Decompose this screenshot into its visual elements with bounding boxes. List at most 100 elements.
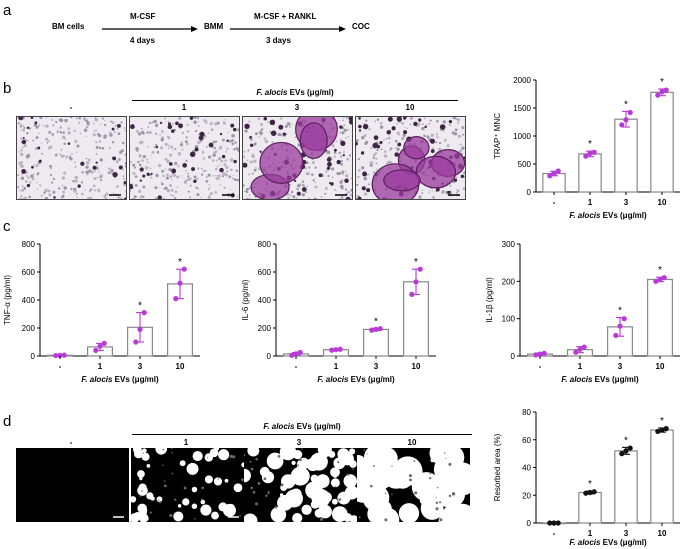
trap-cell [38,159,42,163]
cell-speck [184,140,188,143]
x-axis-label: F. alocis EVs (μg/ml) [561,375,639,384]
trap-cell [397,142,402,147]
cell-speck [461,126,465,129]
cell-speck [96,177,98,179]
cell-speck [311,161,315,165]
data-point [555,168,561,174]
cell-speck [93,177,96,180]
cell-speck [196,193,200,197]
cell-speck [164,117,167,120]
cell-speck [134,175,138,178]
tnf-alpha-chart: 0 200 400 600 800 TNF-α (pg/ml) - 1 * 3 * 10 F. aloc… [3,240,200,384]
cell-speck [75,175,79,179]
cell-speck [356,183,359,187]
cell-speck [237,195,239,198]
cell-speck [245,197,250,199]
cell-speck [64,118,68,123]
cell-speck [83,128,88,132]
panel-d-ev-header: F. alocis EVs (μg/ml) [132,422,472,431]
data-point [583,490,589,496]
cell-speck [84,189,86,191]
y-tick-label: 20 [522,491,531,500]
trap-cell [80,161,85,166]
x-tick-label: 3 [624,198,629,207]
cell-speck [363,134,367,137]
trap-cell [249,135,252,139]
resorption-pit [292,449,303,460]
cell-speck [379,125,384,129]
cell-speck [93,130,95,132]
cell-speck [290,190,294,194]
flow-arrow1-top-label: M-CSF [130,12,156,21]
cell-speck [32,139,35,142]
cell-speck [75,117,78,120]
cell-speck [85,165,89,169]
residual-matrix [255,502,258,506]
cell-speck [225,150,228,153]
trap-cell [159,121,163,125]
cell-speck [65,156,68,159]
cell-speck [279,117,283,120]
cell-speck [465,156,466,158]
trap-cell [348,119,352,125]
y-tick-label: 0 [527,188,532,197]
trap-cell [453,178,458,182]
cell-speck [253,168,257,172]
cell-speck [164,186,168,190]
cell-speck [115,124,117,127]
cell-speck [93,123,95,125]
cell-speck [207,132,210,134]
cell-speck [254,166,256,169]
cell-speck [121,141,125,145]
cell-speck [147,161,149,164]
trap-cell [448,119,453,124]
significance-marker: * [660,416,664,427]
cell-speck [452,117,456,120]
cell-speck [50,118,53,121]
cell-speck [379,121,383,125]
data-point [659,427,665,433]
cell-speck [124,190,126,193]
cell-speck [202,157,206,160]
cell-speck [352,181,353,184]
cell-speck [314,199,316,200]
cell-speck [21,146,24,149]
trap-cell [26,126,30,130]
cell-speck [421,189,423,191]
resorption-pit [349,460,357,468]
data-point [587,489,593,496]
cell-speck [224,118,227,121]
resorption-pit [279,443,297,461]
resorption-pit [146,492,154,500]
cell-speck [27,176,30,179]
residual-matrix [255,457,258,461]
residual-matrix [334,485,337,487]
significance-marker: * [624,435,628,446]
resorption-pit [330,467,340,478]
cell-speck [119,150,123,154]
cell-speck [103,123,107,127]
trap-cell [282,132,287,136]
cell-speck [165,120,167,123]
trap-cell [372,142,378,149]
cell-speck [202,169,206,173]
residual-matrix [409,478,412,482]
cell-speck [208,187,211,189]
trap-cell [219,132,223,136]
cell-speck [212,140,216,144]
residual-matrix [157,499,160,501]
trap-cell [366,188,371,193]
cell-speck [223,186,227,189]
cell-speck [374,120,377,123]
x-tick-label: 1 [588,529,593,538]
residual-matrix [141,490,143,492]
cell-speck [20,123,23,126]
cell-speck [181,131,185,135]
cell-speck [98,140,101,143]
cell-speck [178,117,182,121]
cell-speck [172,149,174,151]
x-tick-label: 10 [176,362,185,371]
flow-step-coc: COC [352,22,370,31]
cell-speck [21,188,25,192]
data-point [627,109,633,116]
